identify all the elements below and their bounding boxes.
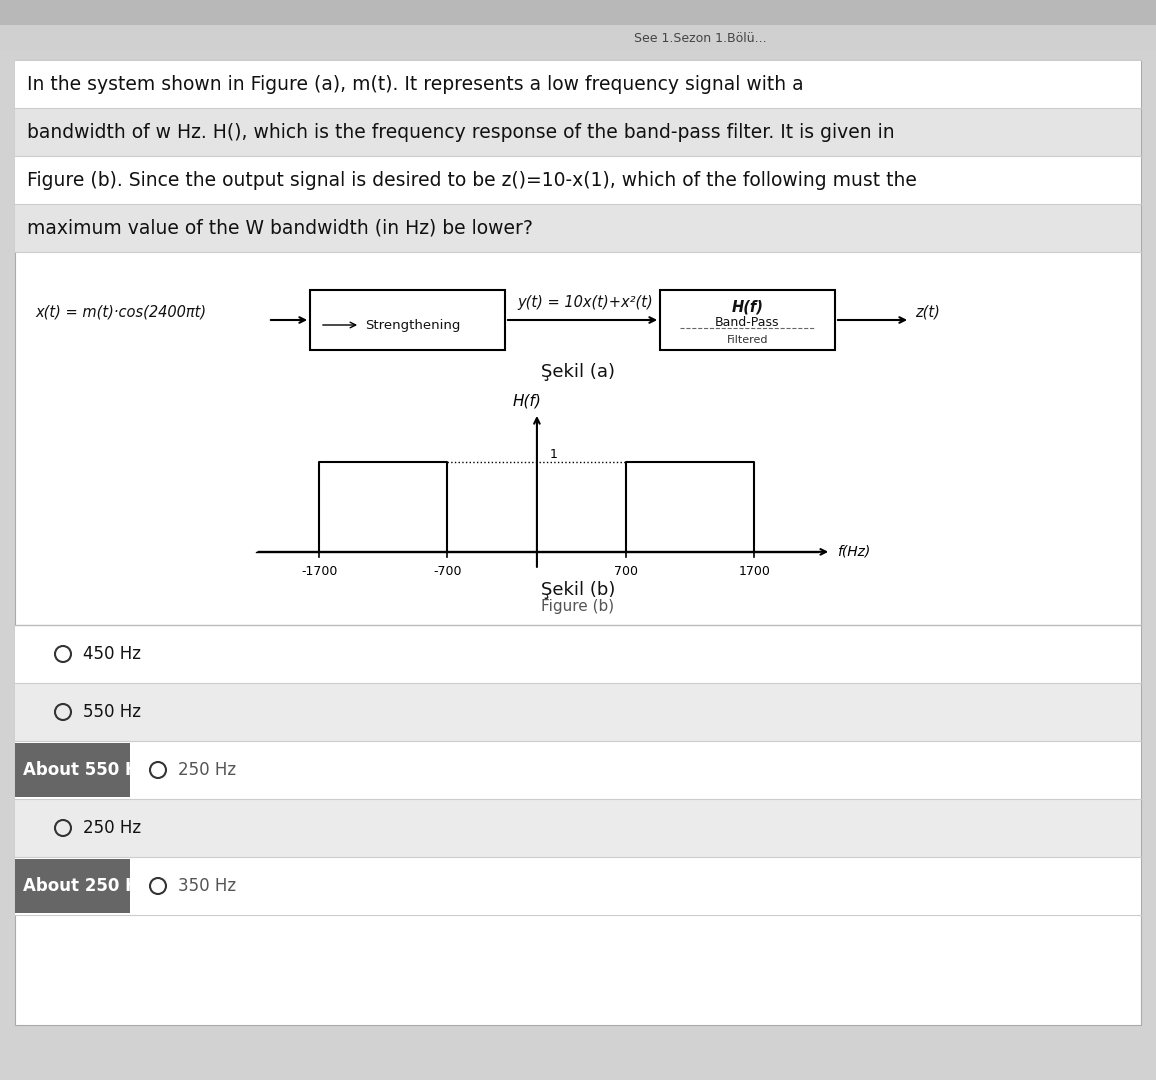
- Bar: [15, 859, 129, 913]
- Text: Filtered: Filtered: [727, 335, 769, 345]
- Bar: [15, 156, 1141, 204]
- Bar: [15, 858, 1141, 915]
- Text: 250 Hz: 250 Hz: [83, 819, 141, 837]
- Text: 250 Hz: 250 Hz: [178, 761, 236, 779]
- Text: H(f): H(f): [512, 393, 541, 408]
- Bar: [15, 625, 1141, 683]
- Bar: [15, 799, 1141, 858]
- Bar: [310, 291, 505, 350]
- Bar: [15, 743, 129, 797]
- Text: Figure (b): Figure (b): [541, 598, 615, 613]
- Text: Strengthening: Strengthening: [365, 319, 460, 332]
- Text: maximum value of the W bandwidth (in Hz) be lower?: maximum value of the W bandwidth (in Hz)…: [27, 218, 533, 238]
- Bar: [15, 683, 1141, 741]
- Text: H(f): H(f): [732, 300, 763, 315]
- Text: 550 Hz: 550 Hz: [83, 703, 141, 721]
- Text: 450 Hz: 450 Hz: [83, 645, 141, 663]
- Text: f(Hz): f(Hz): [837, 544, 870, 558]
- Text: Band-Pass: Band-Pass: [716, 315, 780, 328]
- Text: Şekil (a): Şekil (a): [541, 363, 615, 381]
- Text: -1700: -1700: [302, 565, 338, 578]
- Text: Figure (b). Since the output signal is desired to be z()=10-x(1), which of the f: Figure (b). Since the output signal is d…: [27, 171, 917, 189]
- Bar: [15, 60, 1141, 1025]
- Text: About 550 Hz: About 550 Hz: [23, 761, 148, 779]
- Text: In the system shown in Figure (a), m(t). It represents a low frequency signal wi: In the system shown in Figure (a), m(t).…: [27, 75, 803, 94]
- Text: x(t) = m(t)·cos(2400πt): x(t) = m(t)·cos(2400πt): [35, 305, 206, 320]
- Text: 700: 700: [615, 565, 638, 578]
- Bar: [660, 291, 835, 350]
- Bar: [0, 0, 1156, 25]
- Text: bandwidth of w Hz. H(), which is the frequency response of the band-pass filter.: bandwidth of w Hz. H(), which is the fre…: [27, 122, 895, 141]
- Text: 350 Hz: 350 Hz: [178, 877, 236, 895]
- Text: -700: -700: [434, 565, 461, 578]
- Text: About 250 Hz: About 250 Hz: [23, 877, 149, 895]
- Bar: [15, 741, 1141, 799]
- Bar: [0, 25, 1156, 50]
- Text: Şekil (b): Şekil (b): [541, 581, 615, 599]
- Text: z(t): z(t): [916, 305, 940, 320]
- Text: See 1.Sezon 1.Bölü...: See 1.Sezon 1.Bölü...: [633, 31, 766, 44]
- Text: 1700: 1700: [739, 565, 770, 578]
- Text: 1: 1: [550, 447, 557, 460]
- Text: y(t) = 10x(t)+x²(t): y(t) = 10x(t)+x²(t): [517, 295, 653, 310]
- Bar: [15, 108, 1141, 156]
- Bar: [15, 204, 1141, 252]
- Bar: [15, 60, 1141, 108]
